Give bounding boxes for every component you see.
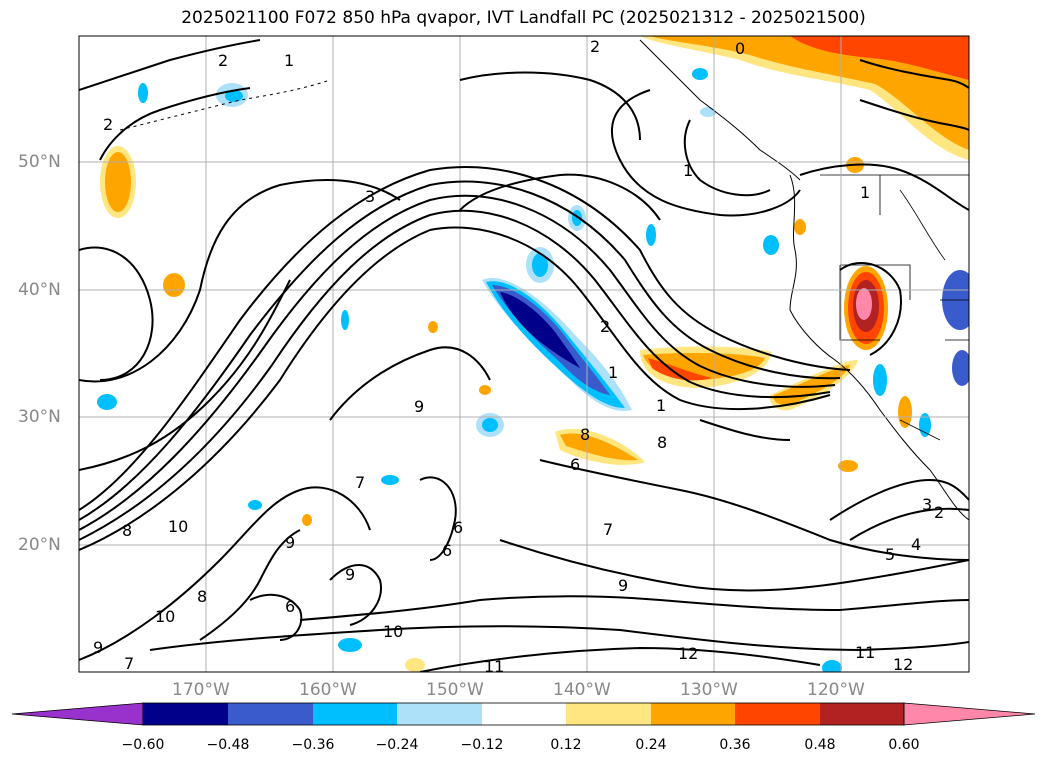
contour-label: 1 [860,183,870,202]
contour-label: 3 [365,187,375,206]
lon-label: 120°W [807,680,865,700]
lat-label: 20°N [18,535,61,555]
contour-label: 2 [218,51,228,70]
contour-label: 6 [442,541,452,560]
colorbar-swatch [820,703,904,725]
colorbar-tick-label: 0.48 [804,737,836,753]
contour-label: 9 [618,576,628,595]
contour-label: 2 [103,115,113,134]
contour-label: 1 [683,161,693,180]
contour-label: 3 [922,495,932,514]
contour-label: 2 [590,37,600,56]
contour-label: 7 [355,473,365,492]
contour-label: 6 [285,597,295,616]
colorbar-swatch [735,703,820,725]
contour-label: 1 [656,396,666,415]
colorbar-tick-label: −0.36 [291,737,335,753]
colorbar-tick-label: −0.24 [375,737,419,753]
contour-label: 8 [580,425,590,444]
contour-label: 7 [124,654,134,673]
contour-label: 10 [155,607,175,626]
colorbar-swatch [313,703,397,725]
contour-label: 6 [570,455,580,474]
colorbar-outline [142,702,905,726]
colorbar-tick-label: 0.12 [550,737,582,753]
contour-label: 12 [893,655,913,674]
contour-label: 8 [197,587,207,606]
colorbar-tick-label: −0.12 [460,737,504,753]
contour-label: 2 [600,317,610,336]
coastlines [119,39,969,521]
lon-label: 140°W [553,680,611,700]
lon-label: 170°W [172,680,230,700]
colorbar-swatch [566,703,651,725]
contour-label: 10 [168,517,188,536]
contour-label: 8 [122,521,132,540]
colorbar-tick-label: 0.60 [888,737,920,753]
lon-label: 160°W [299,680,357,700]
contour-label: 11 [484,657,504,676]
colorbar-tick-label: 0.24 [635,737,667,753]
contour-label: 1 [608,363,618,382]
lat-label: 50°N [18,152,61,172]
colorbar-tick-label: −0.48 [206,737,250,753]
map-background [79,36,969,672]
contour-label: 9 [414,397,424,416]
colorbar-swatch [228,703,313,725]
contour-labels: 2 1 2 2 0 1 1 3 2 1 1 8 8 6 9 7 10 8 6 6… [93,37,944,676]
thick-contours [79,39,969,672]
contour-label: 6 [453,518,463,537]
contour-label: 12 [678,644,698,663]
map-title: 2025021100 F072 850 hPa qvapor, IVT Land… [181,8,866,28]
lon-label: 130°W [680,680,738,700]
contour-label: 5 [885,545,895,564]
colorbar-extend-max [903,702,1036,726]
contour-label: 10 [383,622,403,641]
contour-label: 9 [285,533,295,552]
contour-label: 8 [657,433,667,452]
colorbar-swatch [651,703,735,725]
colorbar-tick-label: −0.60 [121,737,165,753]
colorbar-swatch [397,703,482,725]
colorbar-extend-min [11,702,144,726]
colorbar-swatch [482,703,566,725]
lat-label: 30°N [18,407,61,427]
lon-label: 150°W [426,680,484,700]
contour-label: 7 [603,520,613,539]
lat-label: 40°N [18,280,61,300]
colorbar [11,702,1036,726]
contour-label: 11 [855,643,875,662]
contour-label: 1 [284,51,294,70]
contour-label: 2 [934,503,944,522]
colorbar-tick-label: 0.36 [719,737,751,753]
colorbar-swatch [143,703,228,725]
contour-label: 4 [911,535,921,554]
contour-label: 0 [735,39,745,58]
map-frame [78,35,970,673]
contour-label: 9 [93,638,103,657]
contour-label: 9 [345,565,355,584]
